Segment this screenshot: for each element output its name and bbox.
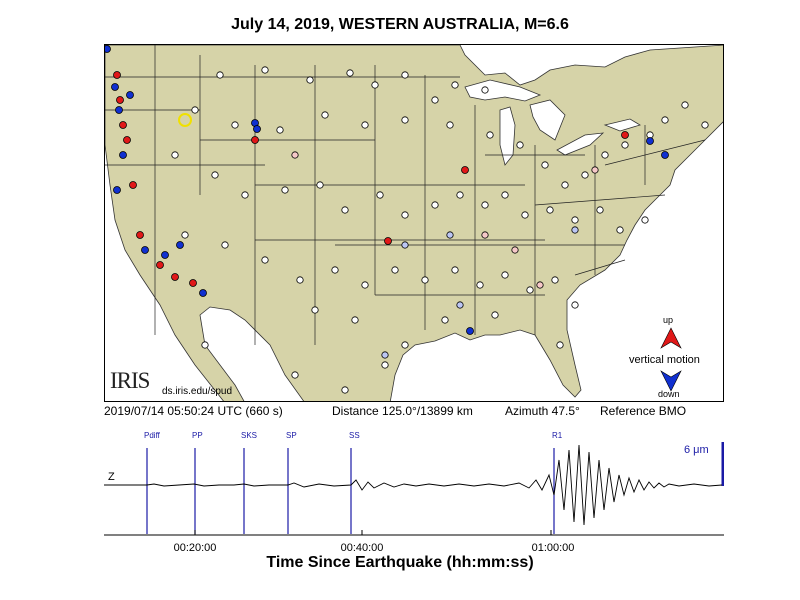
reference-station — [178, 113, 192, 127]
phase-label-ss: SS — [349, 431, 360, 440]
station-map[interactable] — [104, 44, 724, 402]
iris-logo: IRIS — [110, 368, 150, 393]
event-azimuth: Azimuth 47.5° — [505, 404, 580, 418]
event-reference: Reference BMO — [600, 404, 687, 418]
time-tick-40min: 00:40:00 — [340, 542, 384, 554]
stations-pale — [291, 151, 599, 359]
page-title: July 14, 2019, WESTERN AUSTRALIA, M=6.6 — [231, 16, 569, 33]
phase-label-sks: SKS — [241, 431, 258, 440]
phase-label-pdiff: Pdiff — [144, 431, 160, 440]
lake-ontario — [603, 118, 641, 132]
time-tick-20min: 00:20:00 — [173, 542, 217, 554]
phase-label-r1: R1 — [552, 431, 563, 440]
stations-red — [113, 71, 629, 287]
x-axis-label: Time Since Earthquake (hh:mm:ss) — [266, 554, 534, 571]
legend-up-label: up — [663, 315, 674, 325]
stations-blue — [105, 45, 669, 335]
legend-vertical-motion: vertical motion — [629, 354, 700, 366]
phase-label-sp: SP — [286, 431, 297, 440]
up-arrow-icon — [660, 327, 682, 349]
amplitude-scale-label: 6 μm — [684, 444, 709, 456]
stations-neutral — [171, 66, 709, 394]
event-distance: Distance 125.0°/13899 km — [332, 404, 473, 418]
legend-down-label: down — [658, 389, 680, 399]
down-arrow-icon — [660, 370, 682, 392]
lake-erie — [556, 132, 605, 156]
phase-label-pp: PP — [192, 431, 203, 440]
iris-url[interactable]: ds.iris.edu/spud — [162, 386, 233, 397]
land-mass — [105, 45, 723, 401]
time-tick-60min: 01:00:00 — [531, 542, 575, 554]
seismogram-trace — [104, 444, 723, 526]
seismogram-plot[interactable] — [104, 430, 724, 536]
component-label: Z — [108, 471, 115, 483]
state-borders — [105, 45, 706, 345]
lake-superior — [464, 79, 542, 102]
event-time: 2019/07/14 05:50:24 UTC (660 s) — [104, 404, 283, 418]
lake-huron — [529, 99, 566, 141]
us-map-svg — [105, 45, 723, 401]
